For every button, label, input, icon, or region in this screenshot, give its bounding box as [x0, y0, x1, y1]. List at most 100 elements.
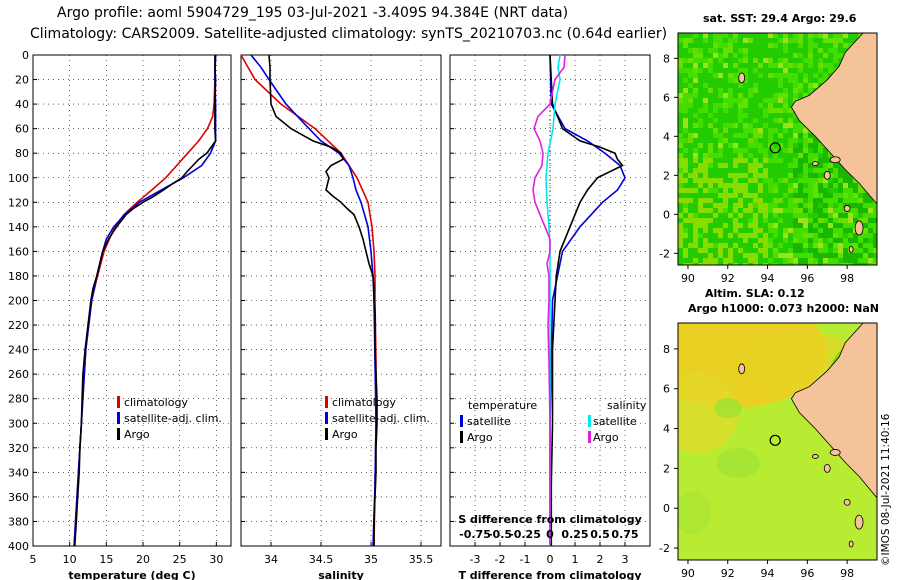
- sst-cell: [813, 58, 818, 63]
- sst-cell: [708, 218, 713, 223]
- sst-cell: [788, 88, 793, 93]
- sst-cell: [763, 253, 768, 258]
- sst-cell: [758, 68, 763, 73]
- sst-cell: [748, 183, 753, 188]
- sst-cell: [778, 68, 783, 73]
- sst-cell: [778, 103, 783, 108]
- sst-cell: [683, 253, 688, 258]
- sst-cell: [698, 218, 703, 223]
- sst-cell: [718, 193, 723, 198]
- legend-swatch: [117, 396, 120, 408]
- sst-cell: [838, 223, 843, 228]
- sst-cell: [833, 218, 838, 223]
- sst-cell: [708, 83, 713, 88]
- sst-cell: [703, 48, 708, 53]
- sst-cell: [758, 138, 763, 143]
- sst-cell: [713, 193, 718, 198]
- sst-cell: [783, 33, 788, 38]
- sst-cell: [728, 148, 733, 153]
- sst-cell: [768, 163, 773, 168]
- sst-cell: [718, 38, 723, 43]
- sst-cell: [723, 213, 728, 218]
- sst-cell: [733, 118, 738, 123]
- sst-cell: [728, 58, 733, 63]
- sst-cell: [798, 73, 803, 78]
- sst-cell: [843, 218, 848, 223]
- sst-cell: [788, 63, 793, 68]
- sst-cell: [733, 108, 738, 113]
- sst-cell: [718, 148, 723, 153]
- sst-cell: [793, 98, 798, 103]
- sst-cell: [813, 83, 818, 88]
- sst-cell: [793, 203, 798, 208]
- sst-cell: [823, 228, 828, 233]
- sst-cell: [753, 38, 758, 43]
- sst-cell: [763, 178, 768, 183]
- sst-cell: [783, 73, 788, 78]
- sst-cell: [773, 73, 778, 78]
- sst-cell: [858, 213, 863, 218]
- sst-cell: [808, 138, 813, 143]
- sst-cell: [693, 223, 698, 228]
- sst-cell: [793, 33, 798, 38]
- sst-cell: [793, 58, 798, 63]
- legend-label: satellite: [593, 415, 637, 428]
- sst-cell: [708, 118, 713, 123]
- map-y-tick-label: 2: [663, 169, 670, 182]
- x-tick-label: -3: [470, 553, 481, 566]
- sst-cell: [733, 83, 738, 88]
- sst-cell: [678, 38, 683, 43]
- sst-cell: [818, 53, 823, 58]
- sst-cell: [708, 93, 713, 98]
- sst-cell: [703, 58, 708, 63]
- series-line-s-argo: [532, 54, 566, 546]
- sst-cell: [753, 128, 758, 133]
- sst-cell: [773, 148, 778, 153]
- sst-cell: [718, 213, 723, 218]
- sst-cell: [728, 73, 733, 78]
- sst-cell: [693, 263, 698, 265]
- sst-cell: [753, 183, 758, 188]
- map-x-tick-label: 92: [721, 567, 735, 580]
- sst-cell: [698, 163, 703, 168]
- sst-cell: [728, 88, 733, 93]
- legend-swatch: [117, 428, 120, 440]
- sst-cell: [763, 93, 768, 98]
- sst-cell: [808, 163, 813, 168]
- sst-cell: [808, 233, 813, 238]
- sst-cell: [828, 43, 833, 48]
- sst-cell: [783, 113, 788, 118]
- sst-cell: [778, 208, 783, 213]
- sst-cell: [743, 78, 748, 83]
- sst-cell: [683, 108, 688, 113]
- sst-cell: [848, 233, 853, 238]
- sst-cell: [793, 198, 798, 203]
- sst-cell: [698, 258, 703, 263]
- sst-cell: [808, 223, 813, 228]
- sst-cell: [813, 243, 818, 248]
- sst-cell: [733, 63, 738, 68]
- sst-cell: [688, 193, 693, 198]
- sst-cell: [698, 33, 703, 38]
- sst-cell: [718, 68, 723, 73]
- sst-cell: [703, 233, 708, 238]
- sst-cell: [693, 143, 698, 148]
- sst-cell: [698, 233, 703, 238]
- sst-cell: [838, 193, 843, 198]
- sst-cell: [788, 238, 793, 243]
- sst-cell: [713, 53, 718, 58]
- sst-cell: [723, 218, 728, 223]
- sst-cell: [678, 193, 683, 198]
- sst-cell: [773, 63, 778, 68]
- sst-cell: [788, 108, 793, 113]
- sst-cell: [683, 188, 688, 193]
- sst-cell: [853, 263, 858, 265]
- sst-cell: [698, 133, 703, 138]
- sst-cell: [728, 138, 733, 143]
- sst-cell: [753, 173, 758, 178]
- sst-cell: [843, 173, 848, 178]
- sst-cell: [688, 178, 693, 183]
- sst-cell: [698, 178, 703, 183]
- sst-cell: [738, 248, 743, 253]
- sst-cell: [728, 78, 733, 83]
